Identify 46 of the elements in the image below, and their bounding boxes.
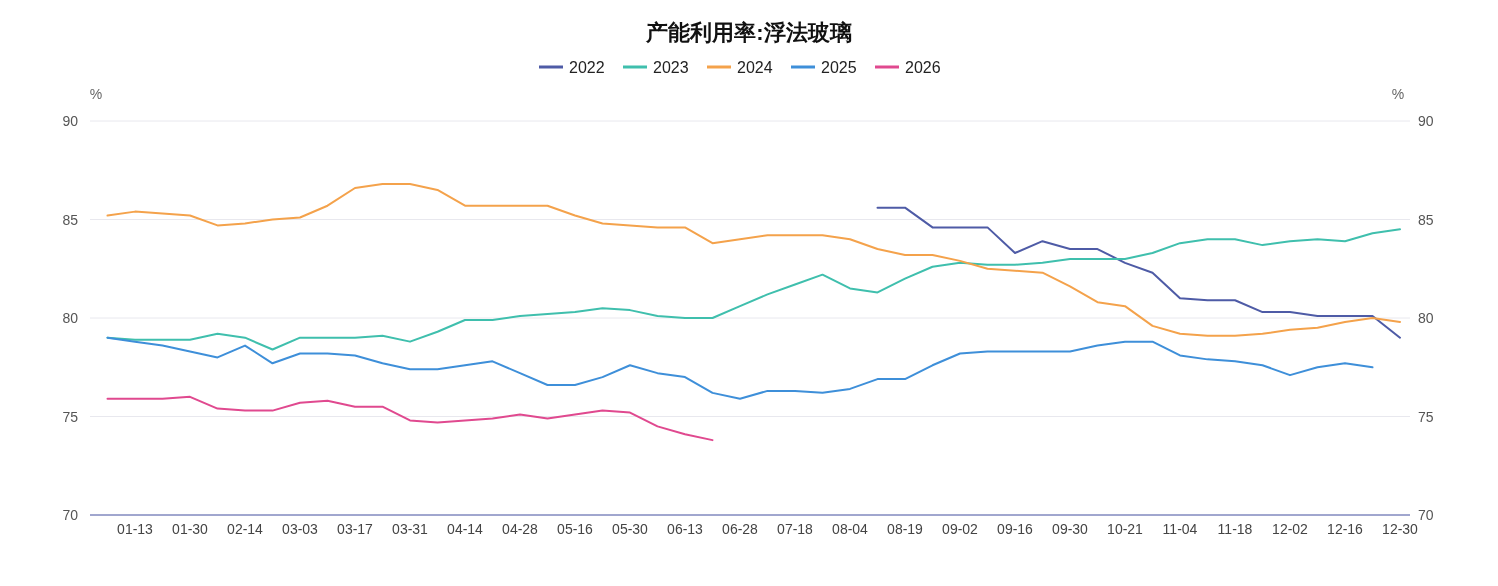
y2-tick-label: 80 [1418,310,1434,326]
x-tick-label: 11-18 [1217,521,1253,537]
y-tick-label: 70 [62,507,79,523]
x-tick-label: 10-21 [1107,521,1144,537]
y-tick-label: 75 [62,408,79,425]
x-tick-label: 07-18 [777,521,814,537]
x-tick-label: 12-30 [1382,521,1419,537]
y2-axis-title: % [1391,86,1405,102]
line-series [106,336,1374,400]
y-tick-label: 80 [62,310,79,326]
line-series [106,395,714,442]
x-tick-label: 09-30 [1052,521,1089,537]
x-tick-label: 01-30 [172,521,209,537]
y2-tick-label: 85 [1418,211,1434,228]
x-tick-label: 01-13 [117,521,154,537]
x-tick-label: 03-17 [337,521,374,537]
x-tick-label: 09-02 [942,521,979,537]
x-tick-label: 11-04 [1162,521,1198,537]
y2-tick-label: 90 [1418,113,1434,129]
y2-tick-label: 70 [1418,507,1434,523]
y-axis-title: % [89,86,103,102]
x-tick-label: 09-16 [997,521,1034,537]
x-tick-label: 05-16 [557,521,594,537]
x-tick-label: 03-03 [282,521,319,537]
x-tick-label: 04-28 [502,521,539,537]
x-tick-label: 06-28 [722,521,759,537]
x-tick-label: 06-13 [667,521,704,537]
x-tick-label: 08-04 [832,521,869,537]
x-tick-label: 12-02 [1272,521,1309,537]
legend-label: 2024 [737,59,773,76]
x-tick-label: 08-19 [887,521,924,537]
line-series [106,183,1401,337]
x-tick-label: 03-31 [392,521,429,537]
line-series [876,206,1401,339]
legend-label: 2023 [653,59,689,76]
y-tick-label: 90 [62,113,79,129]
y2-tick-label: 75 [1418,408,1434,425]
x-tick-label: 12-16 [1327,521,1364,537]
x-tick-label: 05-30 [612,521,649,537]
x-tick-label: 04-14 [447,521,484,537]
chart-title: 产能利用率:浮法玻璃 [645,20,852,45]
legend-label: 2026 [905,59,941,76]
x-tick-label: 02-14 [227,521,264,537]
legend-label: 2022 [569,59,605,76]
y-tick-label: 85 [62,211,79,228]
legend-label: 2025 [821,59,857,76]
